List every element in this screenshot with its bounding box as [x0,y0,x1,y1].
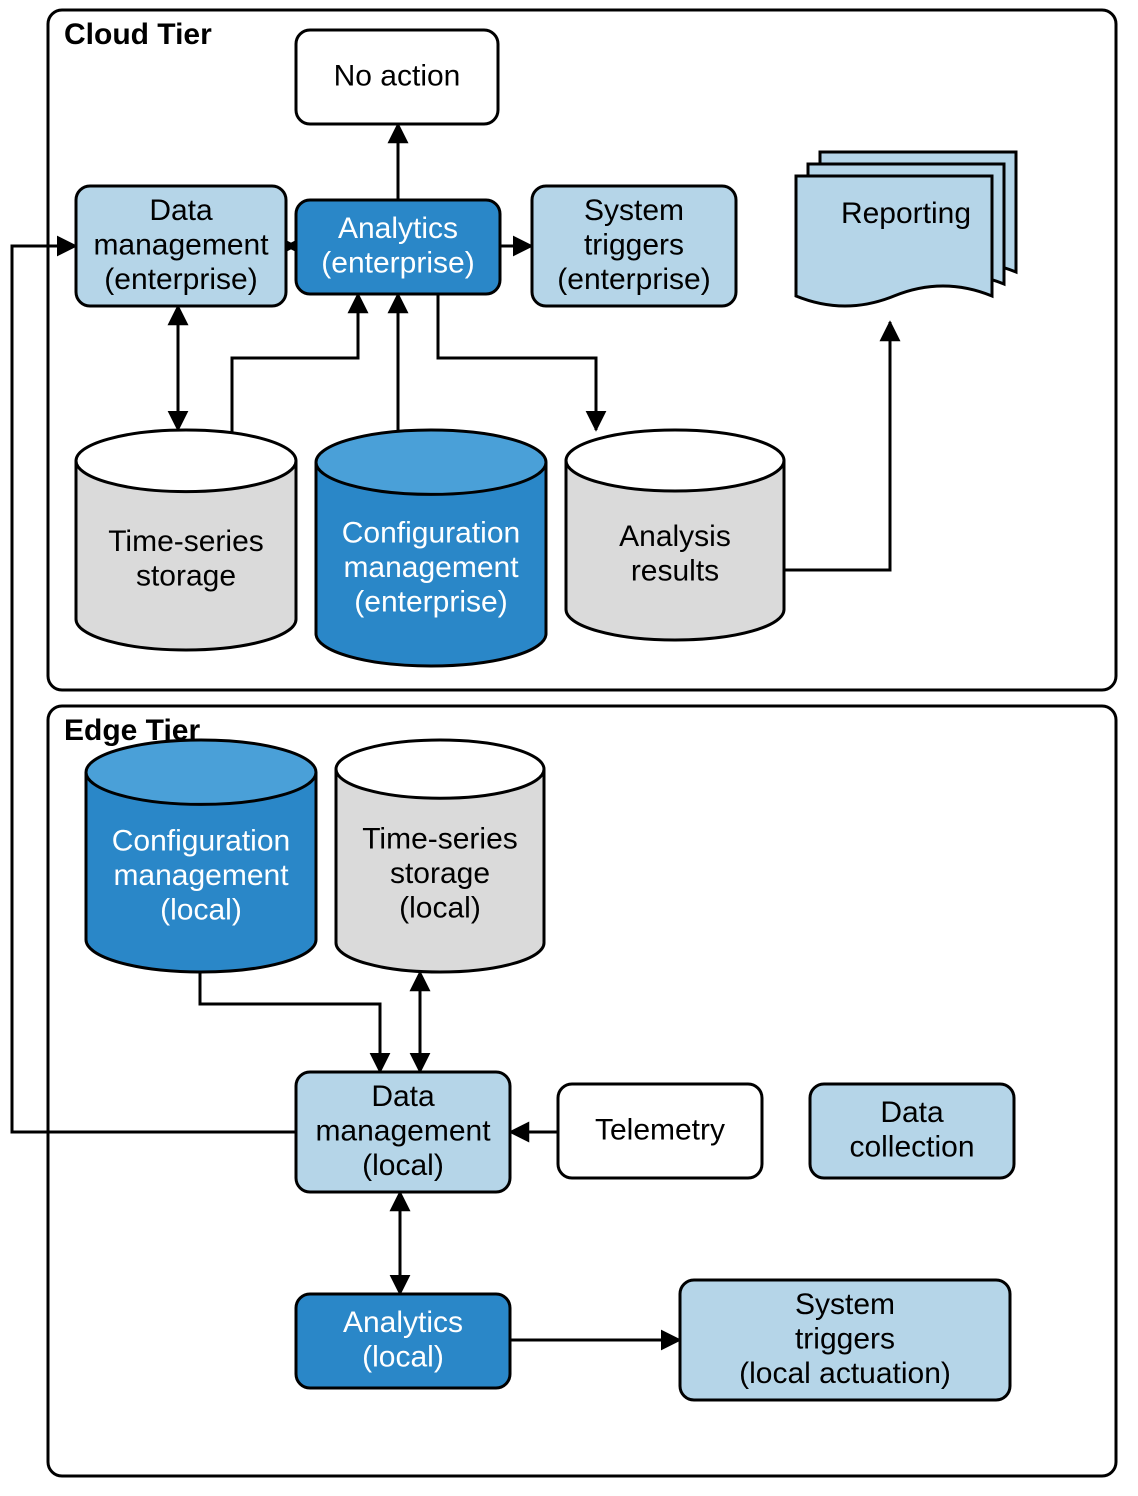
label-config_mgmt_loc-line0: Configuration [112,825,290,858]
label-ts_storage_ent-line1: storage [136,560,236,593]
tier-label-cloud: Cloud Tier [64,18,212,51]
label-data_mgmt_loc-line0: Data [371,1080,435,1113]
label-analysis_results-line0: Analysis [619,520,731,553]
cylinder-top-ts_storage_ent [76,430,296,492]
label-sys_trig_ent-line2: (enterprise) [557,263,710,296]
label-analytics_ent-line0: Analytics [338,212,458,245]
label-config_mgmt_loc-line1: management [113,859,289,892]
label-sys_trig_ent-line1: triggers [584,228,684,261]
label-data_mgmt_loc-line1: management [315,1114,491,1147]
label-ts_storage_loc-line0: Time-series [362,823,518,856]
label-data_mgmt_ent-line2: (enterprise) [104,263,257,296]
label-ts_storage_loc-line1: storage [390,857,490,890]
label-analytics_ent-line1: (enterprise) [321,247,474,280]
doc-sheet-reporting-2 [796,176,992,306]
label-no_action-line0: No action [334,59,461,92]
label-analysis_results-line1: results [631,554,719,587]
label-analytics_loc-line1: (local) [362,1341,444,1374]
label-config_mgmt_ent-line0: Configuration [342,517,520,550]
label-config_mgmt_ent-line1: management [343,551,519,584]
label-config_mgmt_loc-line2: (local) [160,894,242,927]
label-analytics_loc-line0: Analytics [343,1306,463,1339]
label-telemetry-line0: Telemetry [595,1113,725,1146]
cylinder-top-config_mgmt_ent [316,430,546,494]
label-reporting-line0: Reporting [841,197,971,230]
cylinder-top-ts_storage_loc [336,740,544,798]
label-data_mgmt_ent-line1: management [93,228,269,261]
label-ts_storage_ent-line0: Time-series [108,525,264,558]
cylinder-top-analysis_results [566,430,784,491]
label-data_collection-line0: Data [880,1096,944,1129]
cylinder-top-config_mgmt_loc [86,740,316,804]
edge-config_mgmt_loc-data_mgmt_loc [200,972,380,1072]
label-sys_trig_loc-line1: triggers [795,1322,895,1355]
label-sys_trig_loc-line0: System [795,1288,895,1321]
label-data_mgmt_loc-line2: (local) [362,1149,444,1182]
label-ts_storage_loc-line2: (local) [399,892,481,925]
label-sys_trig_ent-line0: System [584,194,684,227]
edge-analysis_results-reporting [784,322,890,570]
edge-analytics_ent-analysis_results [438,294,596,430]
label-data_collection-line1: collection [849,1131,974,1164]
label-data_mgmt_ent-line0: Data [149,194,213,227]
label-config_mgmt_ent-line2: (enterprise) [354,586,507,619]
label-sys_trig_loc-line2: (local actuation) [739,1357,951,1390]
